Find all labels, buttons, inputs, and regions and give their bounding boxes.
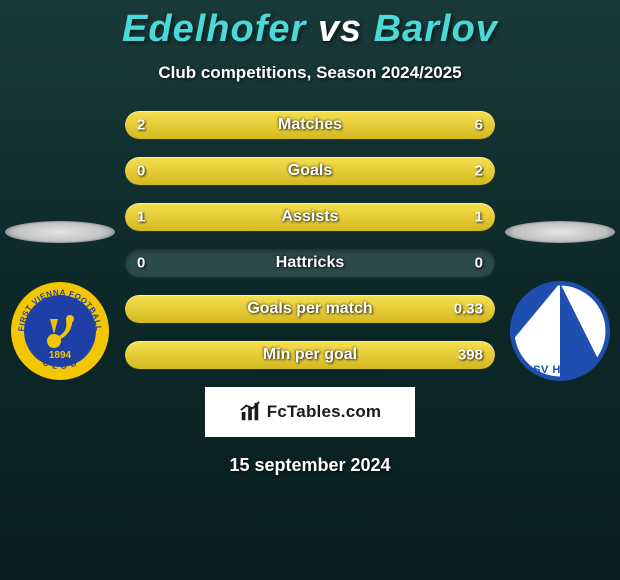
stat-row: Min per goal 398 [125,341,495,369]
stat-row: Goals per match 0.33 [125,295,495,323]
stat-row: Goals 0 2 [125,157,495,185]
logo-shadow-right [505,221,615,243]
club-logo-right: SV HORN [510,281,610,381]
stat-label: Hattricks [276,254,344,272]
club-logo-right-wrap: SV HORN [500,221,620,381]
first-vienna-badge-icon: FIRST VIENNA FOOTBALL · C L U B · 1894 [10,281,110,381]
title-vs: vs [306,8,373,50]
logo-shadow-left [5,221,115,243]
subtitle: Club competitions, Season 2024/2025 [0,63,620,83]
stat-label: Goals [288,162,332,180]
stat-value-left: 0 [137,255,145,272]
stat-row: Hattricks 0 0 [125,249,495,277]
stat-value-right: 1 [475,209,483,226]
sv-horn-badge-icon: SV HORN [510,281,610,381]
stat-label: Assists [282,208,339,226]
stat-value-left: 2 [137,117,145,134]
player-left-name: Edelhofer [122,8,306,50]
player-right-name: Barlov [374,8,498,50]
stats-container: FIRST VIENNA FOOTBALL · C L U B · 1894 [0,111,620,369]
stat-label: Goals per match [247,300,372,318]
svg-text:1894: 1894 [49,350,72,361]
stat-row: Assists 1 1 [125,203,495,231]
stat-value-right: 6 [475,117,483,134]
stat-label: Matches [278,116,342,134]
brand-chart-icon [239,401,261,423]
stat-label: Min per goal [263,346,357,364]
svg-text:SV HORN: SV HORN [533,364,587,376]
stat-value-right: 0 [475,255,483,272]
brand-text: FcTables.com [267,402,382,422]
stat-value-right: 0.33 [454,301,483,318]
stat-value-right: 398 [458,347,483,364]
club-logo-left-wrap: FIRST VIENNA FOOTBALL · C L U B · 1894 [0,221,120,381]
stat-row: Matches 2 6 [125,111,495,139]
stat-value-left: 0 [137,163,145,180]
page-title: Edelhofer vs Barlov [0,0,620,51]
brand-box[interactable]: FcTables.com [205,387,415,437]
stat-value-left: 1 [137,209,145,226]
club-logo-left: FIRST VIENNA FOOTBALL · C L U B · 1894 [10,281,110,381]
date-text: 15 september 2024 [0,455,620,476]
stat-value-right: 2 [475,163,483,180]
